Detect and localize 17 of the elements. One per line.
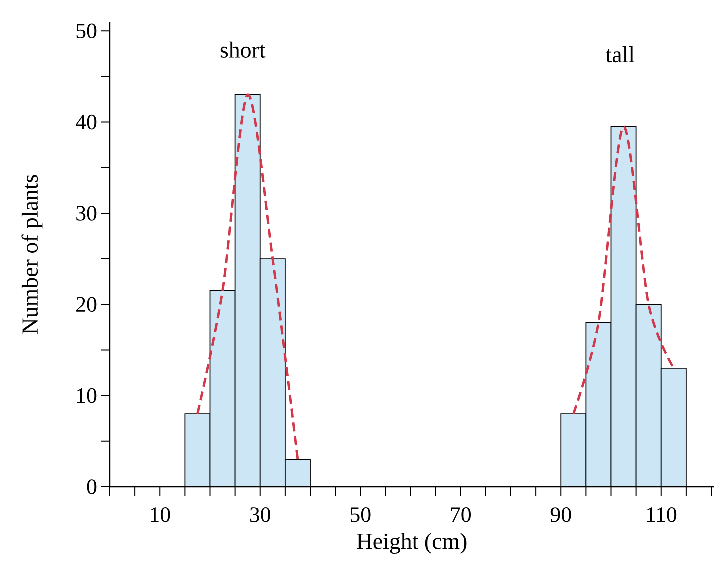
x-tick-label: 110 <box>647 508 677 522</box>
annotation: short <box>220 42 266 58</box>
annotation: tall <box>606 46 635 63</box>
x-axis-title: Height (cm) <box>356 533 467 554</box>
x-tick-label: 10 <box>151 508 170 522</box>
x-tick-label: 70 <box>451 508 471 522</box>
line-series <box>572 126 676 416</box>
x-tick-label: 90 <box>550 508 572 522</box>
y-axis-title: Number of plants <box>22 175 43 334</box>
y-tick-label: 50 <box>76 24 97 39</box>
y-tick-label: 20 <box>76 297 97 312</box>
y-tick-label: 40 <box>76 114 97 130</box>
y-tick-label: 0 <box>87 480 97 494</box>
y-tick-label: 10 <box>77 388 97 404</box>
y-tick-label: 30 <box>76 206 97 221</box>
x-tick-label: 30 <box>250 508 270 522</box>
x-tick-label: 50 <box>350 508 371 522</box>
